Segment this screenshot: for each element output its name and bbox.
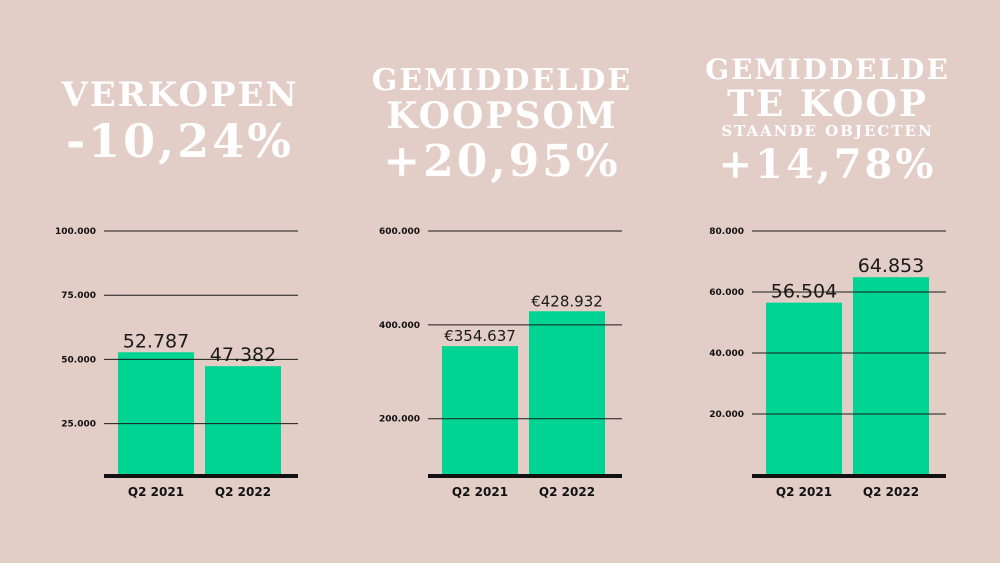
headline-title-line-1: GEMIDDELDE [371,63,633,98]
headline-percentage: -10,24% [66,114,294,168]
y-tick-label: 80.000 [709,227,744,237]
data-label: 56.504 [771,281,837,303]
data-label: 64.853 [858,255,924,277]
headline-percentage: +14,78% [718,141,937,188]
headline-title-line-1: GEMIDDELDE [705,53,950,86]
headline-title-line-2: TE KOOP [727,83,928,125]
category-label: Q2 2022 [215,485,271,499]
y-tick-label: 400.000 [379,321,420,331]
headline-title: VERKOPEN [61,75,299,115]
data-label: 52.787 [123,330,189,352]
category-label: Q2 2022 [863,485,919,499]
bar-q2-2022 [205,366,281,475]
y-tick-label: 60.000 [709,288,744,298]
data-label: €428.932 [531,292,603,310]
y-tick-label: 20.000 [709,410,744,420]
bar-q2-2021 [118,352,194,475]
bar-q2-2022 [853,277,929,475]
y-tick-label: 200.000 [379,415,420,425]
headline-gemiddelde-koopsom: GEMIDDELDE KOOPSOM +20,95% [362,66,642,184]
y-tick-label: 600.000 [379,227,420,237]
chart-verkopen: 25.000 50.000 75.000 100.000 52.787 Q2 2021 47… [55,227,298,499]
category-label: Q2 2021 [452,485,508,499]
category-label: Q2 2022 [539,485,595,499]
y-tick-label: 50.000 [61,355,96,365]
headline-title-line-2: KOOPSOM [386,95,618,137]
headline-percentage: +20,95% [383,136,621,187]
chart-gemiddelde-koopsom: 200.000 400.000 600.000 €354.637 Q2 2021 €428… [379,227,622,499]
headline-title-line-3: STAANDE OBJECTEN [721,122,934,140]
chart-te-koop-staande-objecten: 20.000 40.000 60.000 80.000 56.504 Q2 2021 64.… [709,227,946,499]
y-tick-label: 25.000 [61,420,96,430]
category-label: Q2 2021 [776,485,832,499]
bar-q2-2022 [529,311,605,475]
data-label: 47.382 [210,344,276,366]
category-label: Q2 2021 [128,485,184,499]
y-tick-label: 75.000 [61,291,96,301]
headline-verkopen: VERKOPEN -10,24% [40,78,320,164]
headline-te-koop-staande-objecten: GEMIDDELDE TE KOOP STAANDE OBJECTEN +14,… [690,56,965,185]
y-tick-label: 40.000 [709,349,744,359]
data-label: €354.637 [444,327,516,345]
y-tick-label: 100.000 [55,227,96,237]
bar-q2-2021 [442,346,518,475]
bar-q2-2021 [766,302,842,475]
